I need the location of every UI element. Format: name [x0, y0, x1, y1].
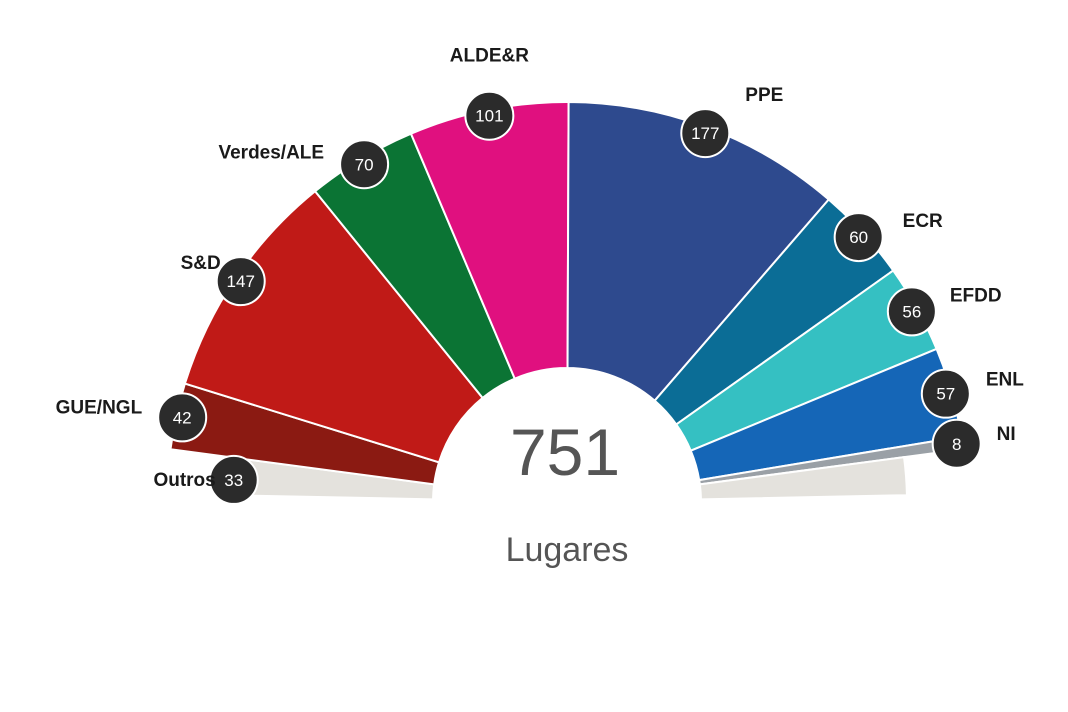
- party-label-outros: Outros: [153, 470, 215, 491]
- seat-count-alde-r: 101: [475, 107, 503, 126]
- seat-count-s-d: 147: [227, 272, 255, 291]
- segment-ppe: [566, 100, 831, 403]
- seat-segments: [169, 100, 965, 501]
- badge-efdd: [886, 286, 937, 337]
- seat-count-ecr: 60: [849, 228, 868, 247]
- seat-count-ppe: 177: [691, 124, 719, 143]
- party-label-verdes-ale: Verdes/ALE: [218, 142, 324, 163]
- total-seats-label: Lugares: [506, 531, 629, 569]
- party-label-efdd: EFDD: [950, 285, 1002, 306]
- badge-ppe: [680, 108, 731, 159]
- seat-count-enl: 57: [936, 385, 955, 404]
- total-seats: 751: [510, 415, 620, 489]
- badge-ecr: [833, 212, 884, 263]
- seat-count-outros: 33: [224, 471, 243, 490]
- party-label-ppe: PPE: [745, 85, 783, 106]
- seat-count-gue-ngl: 42: [173, 408, 192, 427]
- seat-badges: 33 42 147 70 101 177 60 56 57 8: [157, 90, 982, 505]
- badge-gue-ngl: [157, 392, 208, 443]
- badge-outros: [208, 454, 259, 505]
- badge-verdes-ale: [339, 139, 390, 190]
- seat-count-verdes-ale: 70: [355, 155, 374, 174]
- badge-enl: [920, 368, 971, 419]
- seat-count-ni: 8: [952, 435, 961, 454]
- party-labels: Outros GUE/NGL S&D Verdes/ALE ALDE&R PPE ECR EF…: [56, 46, 1025, 491]
- party-label-ni: NI: [997, 424, 1016, 445]
- party-label-gue-ngl: GUE/NGL: [56, 397, 143, 418]
- badge-ni: [931, 418, 982, 469]
- party-label-ecr: ECR: [903, 211, 943, 232]
- segment-outros-right: [698, 456, 908, 501]
- seat-count-efdd: 56: [902, 302, 921, 321]
- badge-alde-r: [464, 90, 515, 141]
- segment-s-d: [183, 189, 485, 464]
- party-label-enl: ENL: [986, 370, 1024, 391]
- party-label-s-d: S&D: [181, 253, 221, 274]
- party-label-alde-r: ALDE&R: [450, 46, 529, 67]
- badge-s-d: [215, 256, 266, 307]
